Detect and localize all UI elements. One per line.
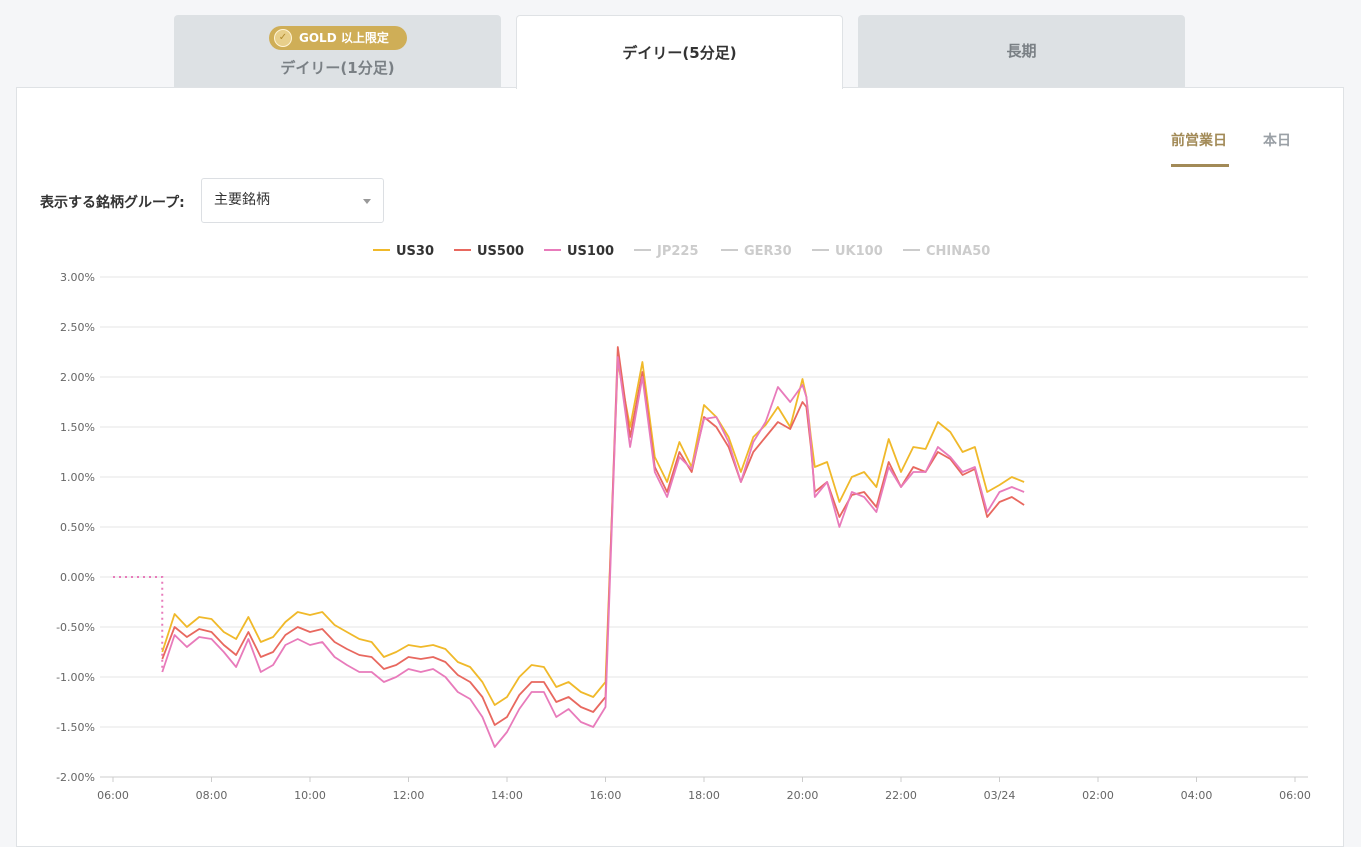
tab-label: 長期 (1006, 42, 1037, 60)
previous-close-dotted-line (113, 576, 164, 672)
y-tick-label: 0.50% (60, 521, 95, 534)
tab-label: デイリー(5分足) (622, 44, 737, 62)
y-tick-label: -1.00% (56, 671, 95, 684)
y-tick-label: -1.50% (56, 721, 95, 734)
legend-item-ger30[interactable]: GER30 (744, 244, 792, 259)
y-tick-label: 2.00% (60, 371, 95, 384)
gold-badge: ✓ GOLD 以上限定 (269, 26, 407, 50)
period-selected-indicator (1171, 164, 1229, 167)
legend-item-china50[interactable]: CHINA50 (926, 244, 990, 259)
period-prev-business-day[interactable]: 前営業日 (1171, 133, 1227, 149)
period-today[interactable]: 本日 (1263, 133, 1291, 149)
x-tick-label: 06:00 (97, 789, 129, 802)
y-tick-label: 2.50% (60, 321, 95, 334)
x-tick-label: 08:00 (196, 789, 228, 802)
x-tick-label: 20:00 (787, 789, 819, 802)
x-tick-label: 12:00 (393, 789, 425, 802)
gold-badge-label: GOLD 以上限定 (299, 31, 389, 45)
x-tick-label: 22:00 (885, 789, 917, 802)
tab-daily-1min[interactable]: ✓ GOLD 以上限定 デイリー(1分足) (174, 15, 501, 88)
y-tick-label: -2.00% (56, 771, 95, 784)
legend-item-us100[interactable]: US100 (567, 244, 614, 259)
line-chart: 3.00% 2.50% 2.00% 1.50% 1.00% 0.50% 0.00% -0.50… (56, 244, 1311, 802)
chevron-down-icon (363, 199, 371, 204)
legend-item-us500[interactable]: US500 (477, 244, 524, 259)
symbol-group-select[interactable]: 主要銘柄 (201, 178, 384, 223)
x-tick-label: 18:00 (688, 789, 720, 802)
x-tick-label: 06:00 (1279, 789, 1311, 802)
symbol-group-label: 表示する銘柄グループ: (40, 195, 185, 211)
y-tick-label: -0.50% (56, 621, 95, 634)
legend-item-jp225[interactable]: JP225 (656, 244, 699, 259)
tab-daily-5min[interactable]: デイリー(5分足) (516, 15, 843, 89)
symbol-group-selected: 主要銘柄 (214, 192, 270, 208)
legend-item-uk100[interactable]: UK100 (835, 244, 883, 259)
x-tick-label: 16:00 (590, 789, 622, 802)
series-line-us30 (161, 361, 1025, 706)
tab-label: デイリー(1分足) (280, 59, 395, 77)
y-tick-label: 0.00% (60, 571, 95, 584)
x-tick-label: 04:00 (1181, 789, 1213, 802)
gold-coin-icon: ✓ (274, 29, 292, 47)
y-tick-label: 3.00% (60, 271, 95, 284)
x-tick-label: 03/24 (984, 789, 1016, 802)
legend-item-us30[interactable]: US30 (396, 244, 434, 259)
series-line-us500 (161, 346, 1025, 726)
tab-long-term[interactable]: 長期 (858, 15, 1185, 88)
y-tick-label: 1.00% (60, 471, 95, 484)
x-tick-label: 10:00 (294, 789, 326, 802)
x-tick-label: 02:00 (1082, 789, 1114, 802)
series-line-us100 (161, 356, 1025, 748)
y-tick-label: 1.50% (60, 421, 95, 434)
x-tick-label: 14:00 (491, 789, 523, 802)
